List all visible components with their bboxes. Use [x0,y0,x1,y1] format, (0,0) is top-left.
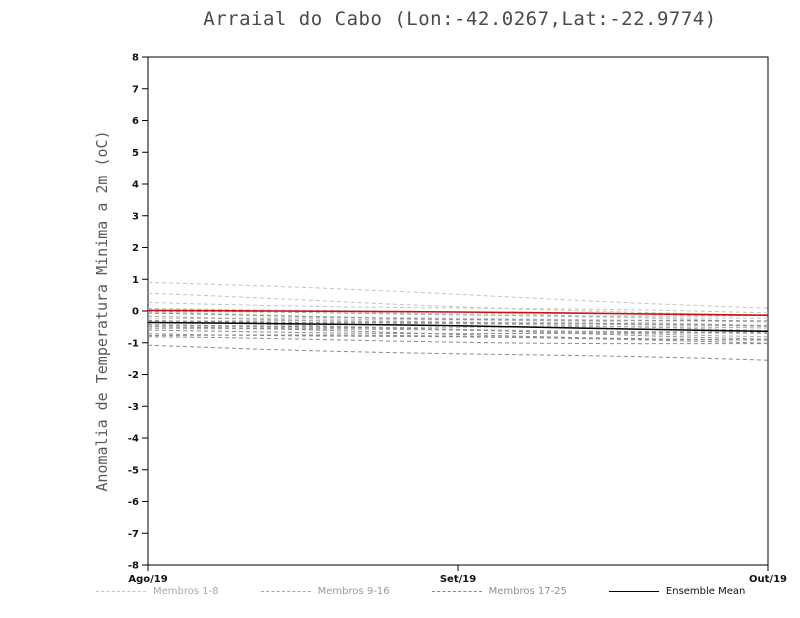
y-tick-label: 3 [132,211,139,222]
red-reference-line [147,309,769,316]
dashed-line-sample-icon [96,591,146,592]
chart-legend: Membros 1-8 Membros 9-16 Membros 17-25 Ense… [96,586,776,597]
legend-item-membros-1-8: Membros 1-8 [96,586,219,597]
y-tick-label: -6 [128,497,139,508]
member-line [147,326,769,341]
y-tick-label: 2 [132,243,139,254]
chart-title: Arraial do Cabo (Lon:-42.0267,Lat:-22.97… [203,8,717,30]
y-tick-label: -1 [128,338,139,349]
member-line [147,301,769,314]
member-line [147,320,769,332]
dashed-line-sample-icon [260,591,311,592]
y-tick-label: -2 [128,370,139,381]
member-line [147,312,769,322]
x-tick-label: Out/19 [749,574,787,585]
y-tick-label: 0 [132,307,139,318]
x-tick-label: Set/19 [440,574,476,585]
x-tick-label: Ago/19 [128,574,167,585]
y-tick-label: -3 [128,402,139,413]
member-line [147,324,769,340]
y-tick-label: 1 [132,275,139,286]
ensemble-mean-line [147,321,769,333]
y-tick-label: -7 [128,529,139,540]
member-line [147,281,769,309]
legend-item-membros-9-16: Membros 9-16 [260,586,390,597]
legend-label: Membros 9-16 [317,586,390,597]
member-line [147,333,769,344]
legend-label: Ensemble Mean [665,586,746,597]
member-line [147,320,769,327]
member-line [147,315,769,327]
member-line [147,324,769,329]
member-line [147,311,769,317]
member-line [147,292,769,317]
member-line [147,309,769,319]
legend-item-ensemble-mean: Ensemble Mean [608,586,746,597]
y-tick-label: 4 [132,180,139,191]
member-line [147,344,769,361]
dashed-line-sample-icon [431,591,482,592]
member-line [147,329,769,335]
y-tick-label: 6 [132,116,139,127]
legend-label: Membros 1-8 [153,586,219,597]
member-line [147,317,769,323]
member-line [147,336,768,345]
solid-line-sample-icon [608,591,659,592]
y-tick-label: 8 [132,53,139,64]
member-line [147,334,769,341]
member-line [147,320,769,326]
legend-label: Membros 17-25 [488,586,567,597]
y-tick-label: 7 [132,84,139,95]
y-tick-label: 5 [132,148,139,159]
y-tick-label: -5 [128,465,139,476]
y-tick-label: -8 [128,561,139,572]
y-tick-label: -4 [128,434,139,445]
legend-item-membros-17-25: Membros 17-25 [431,586,567,597]
